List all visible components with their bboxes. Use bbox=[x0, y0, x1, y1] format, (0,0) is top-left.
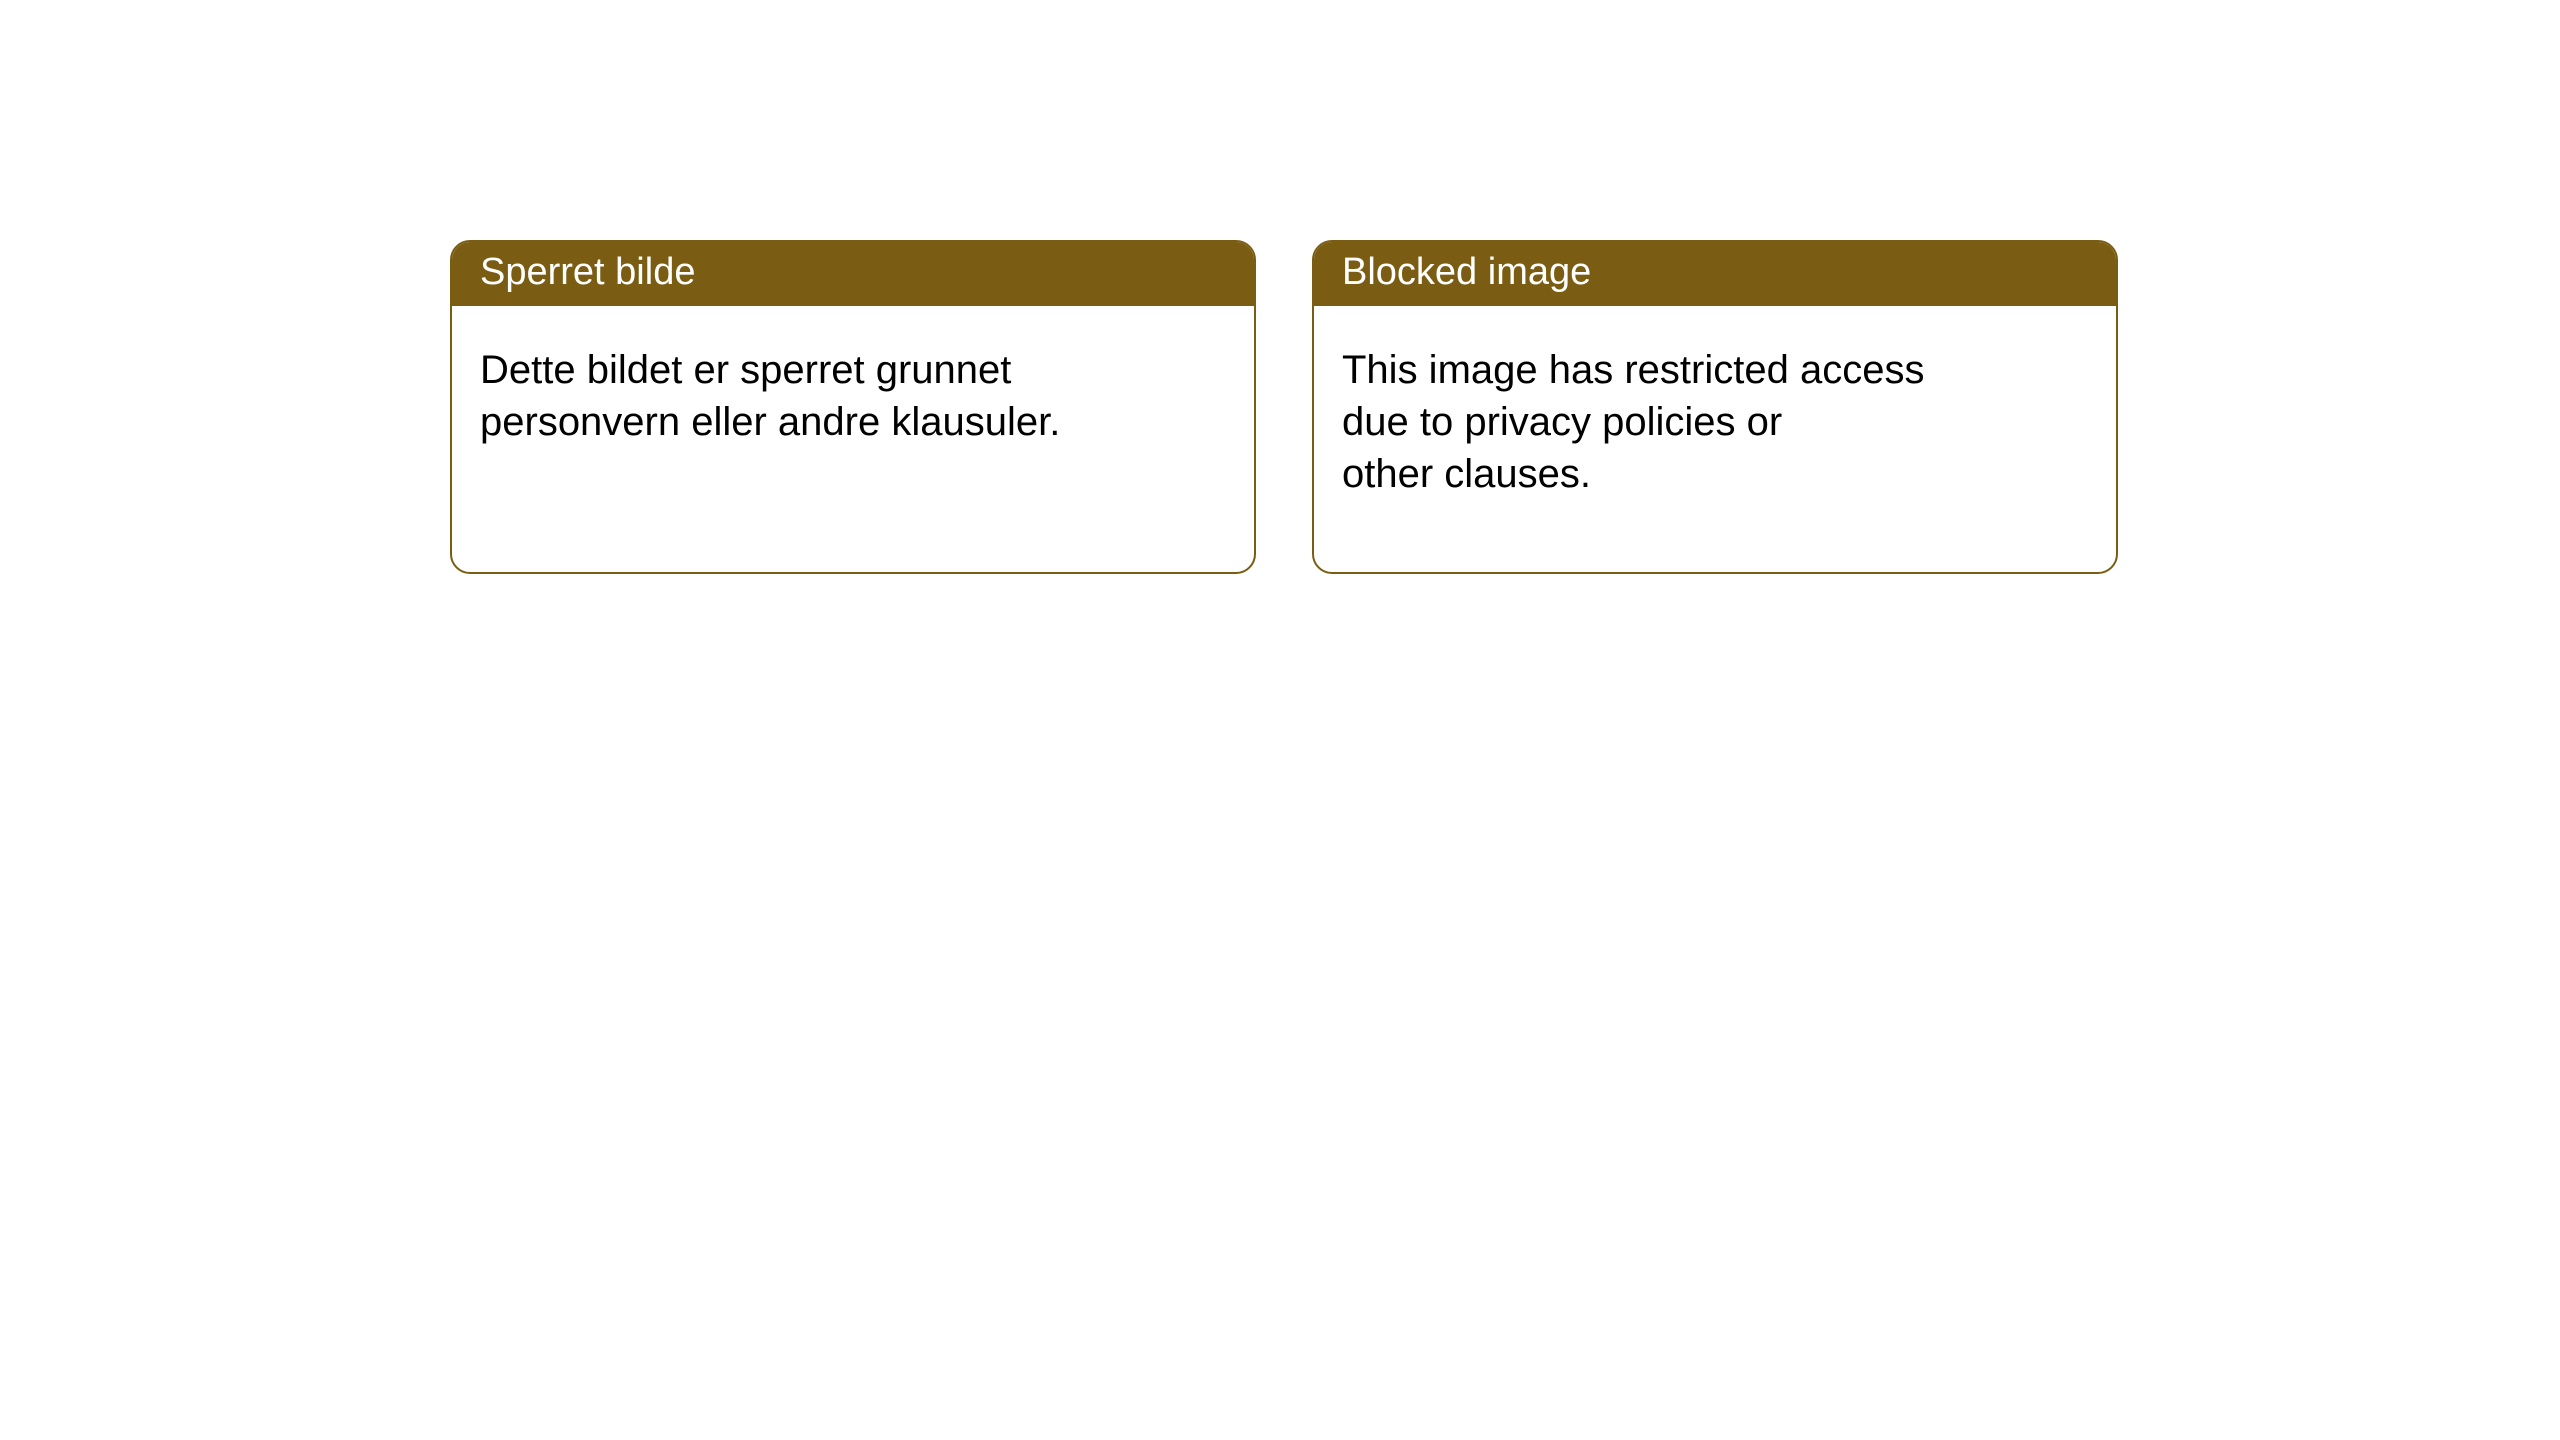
notice-card-en-title: Blocked image bbox=[1314, 242, 2116, 306]
notice-card-en-body: This image has restricted access due to … bbox=[1314, 306, 2116, 528]
notice-card-no-body: Dette bildet er sperret grunnet personve… bbox=[452, 306, 1254, 476]
notice-card-en: Blocked image This image has restricted … bbox=[1312, 240, 2118, 574]
notice-card-no: Sperret bilde Dette bildet er sperret gr… bbox=[450, 240, 1256, 574]
notice-container: Sperret bilde Dette bildet er sperret gr… bbox=[0, 0, 2560, 574]
notice-card-no-title: Sperret bilde bbox=[452, 242, 1254, 306]
